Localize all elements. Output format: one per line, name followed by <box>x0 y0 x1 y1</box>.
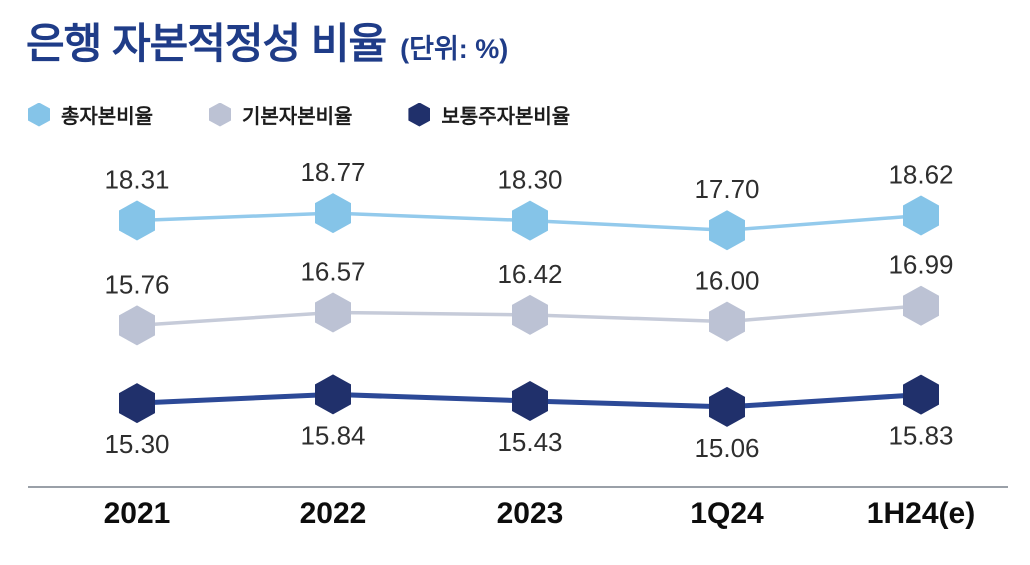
hexagon-marker-icon <box>512 380 548 421</box>
hexagon-marker-icon <box>119 305 155 346</box>
hexagon-marker-icon <box>709 386 745 427</box>
legend-label: 총자본비율 <box>61 106 153 128</box>
hexagon-marker-icon <box>315 374 351 415</box>
hexagon-swatch-icon <box>408 102 431 127</box>
x-axis-tick-label: 2022 <box>300 497 367 530</box>
value-label: 15.06 <box>694 433 759 463</box>
hexagon-marker-icon <box>709 301 745 342</box>
legend-item-tier1-capital-ratio: 기본자본비율 <box>209 100 352 129</box>
value-label: 16.57 <box>300 256 365 286</box>
x-axis-tick-label: 1Q24 <box>690 497 764 530</box>
value-label: 18.62 <box>888 160 953 190</box>
page-title-unit: (단위: %) <box>400 34 509 64</box>
value-label: 18.77 <box>300 157 365 187</box>
value-label: 16.42 <box>497 259 562 289</box>
hexagon-marker-icon <box>512 200 548 241</box>
legend-label: 기본자본비율 <box>242 106 353 128</box>
hexagon-marker-icon <box>512 294 548 335</box>
value-label: 18.30 <box>497 165 562 195</box>
x-axis-tick-label: 2021 <box>104 497 171 530</box>
x-axis-tick-label: 2023 <box>497 497 564 530</box>
value-label: 15.30 <box>104 429 169 459</box>
hexagon-marker-icon <box>709 210 745 251</box>
x-axis-tick-label: 1H24(e) <box>867 497 975 530</box>
legend-item-cet1-capital-ratio: 보통주자본비율 <box>408 100 570 129</box>
title-row: 은행 자본적정성 비율 (단위: %) <box>26 10 508 71</box>
hexagon-swatch-icon <box>209 102 231 127</box>
legend-item-total-capital-ratio: 총자본비율 <box>28 100 153 129</box>
legend-label: 보통주자본비율 <box>441 106 571 128</box>
hexagon-marker-icon <box>903 285 939 326</box>
capital-ratio-line-chart: 18.31 18.77 18.30 17.70 18.62 15.76 16.57 16.42… <box>28 157 1008 530</box>
hexagon-marker-icon <box>315 292 351 333</box>
value-label: 15.84 <box>300 420 365 450</box>
value-label: 17.70 <box>694 174 759 204</box>
hexagon-marker-icon <box>903 195 939 236</box>
legend: 총자본비율 기본자본비율 보통주자본비율 <box>28 100 570 129</box>
value-label: 15.43 <box>497 427 562 457</box>
page-title: 은행 자본적정성 비율 <box>26 20 387 67</box>
value-label: 18.31 <box>104 164 169 194</box>
hexagon-marker-icon <box>315 193 351 234</box>
value-label: 16.00 <box>694 266 759 296</box>
hexagon-marker-icon <box>119 200 155 241</box>
hexagon-marker-icon <box>119 383 155 424</box>
value-label: 16.99 <box>888 250 953 280</box>
value-label: 15.83 <box>888 421 953 451</box>
hexagon-swatch-icon <box>28 102 50 127</box>
hexagon-marker-icon <box>903 374 939 415</box>
value-label: 15.76 <box>104 269 169 299</box>
